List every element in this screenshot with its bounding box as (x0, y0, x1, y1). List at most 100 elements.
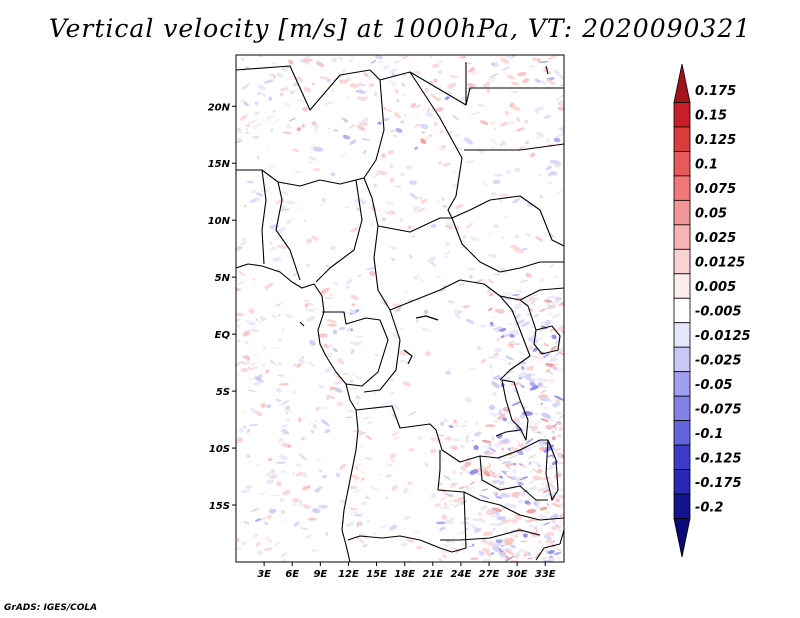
field-blob (524, 500, 531, 505)
field-blob (302, 485, 310, 491)
field-blob (494, 357, 501, 359)
field-blob (393, 134, 398, 138)
field-blob (311, 82, 315, 86)
field-blob (428, 134, 433, 137)
field-blob (528, 345, 533, 350)
field-blob (538, 540, 542, 544)
field-blob (382, 65, 390, 69)
field-blob (295, 463, 302, 467)
field-blob (448, 299, 451, 303)
field-blob (254, 101, 259, 106)
field-blob (445, 370, 452, 375)
lon-tick-label: 21E (422, 569, 443, 580)
field-blob (453, 470, 456, 474)
field-blob (236, 312, 245, 317)
field-blob (506, 465, 511, 470)
field-blob (540, 402, 544, 405)
field-blob (492, 392, 497, 396)
lake-tanganyika (501, 379, 529, 441)
field-blob (530, 325, 535, 328)
field-blob (361, 122, 365, 124)
field-blob (380, 524, 389, 529)
field-blob (521, 78, 530, 84)
field-blob (279, 208, 291, 212)
field-blob (438, 92, 442, 95)
field-blob (450, 482, 457, 485)
field-blob (237, 270, 246, 276)
field-blob (418, 435, 423, 441)
field-blob (455, 496, 465, 503)
field-blob (353, 514, 363, 517)
field-blob (350, 328, 353, 331)
field-blob (282, 191, 289, 195)
field-blob (368, 83, 375, 88)
field-blob (277, 314, 281, 317)
field-blob (488, 233, 492, 235)
field-blob (488, 307, 493, 311)
field-blob (528, 551, 531, 557)
field-blob (306, 302, 315, 306)
field-blob (352, 478, 359, 484)
field-blob (377, 121, 382, 125)
field-blob (360, 477, 365, 481)
field-blob (402, 55, 409, 59)
field-blob (341, 372, 351, 376)
field-blob (359, 444, 366, 449)
field-blob (306, 316, 316, 322)
field-blob (524, 438, 534, 445)
field-blob (323, 343, 328, 348)
field-blob (441, 514, 448, 520)
field-blob (507, 532, 517, 538)
field-blob (260, 403, 266, 408)
field-blob (366, 266, 377, 271)
field-blob (474, 472, 485, 475)
field-blob (530, 355, 541, 359)
field-blob (313, 423, 317, 429)
field-blob (320, 407, 327, 409)
border-north (236, 62, 467, 111)
field-blob (557, 106, 564, 111)
field-blob (268, 120, 276, 125)
field-blob (439, 421, 445, 426)
field-blob (318, 504, 328, 509)
lat-tick-label: 20N (208, 102, 231, 113)
field-blob (359, 87, 362, 91)
field-blob (255, 463, 262, 467)
field-blob (246, 180, 254, 184)
field-blob (532, 297, 539, 302)
field-blob (481, 547, 491, 552)
field-blob (435, 434, 446, 436)
field-blob (500, 335, 505, 339)
field-blob (348, 59, 354, 62)
field-blob (465, 318, 475, 324)
field-blob (444, 251, 451, 256)
field-blob (428, 80, 434, 84)
field-blob (557, 325, 564, 332)
field-blob (269, 240, 273, 245)
field-blob (481, 469, 486, 473)
field-blob (309, 339, 316, 346)
field-blob (319, 287, 330, 295)
field-blob (542, 489, 551, 493)
field-blob (414, 210, 417, 212)
field-blob (277, 244, 287, 249)
field-blob (240, 242, 247, 245)
field-blob (390, 257, 395, 262)
field-blob (408, 180, 417, 185)
field-blob (245, 360, 251, 365)
field-blob (344, 206, 350, 209)
field-blob (429, 448, 437, 454)
field-blob (275, 387, 283, 393)
field-blob (390, 403, 400, 411)
field-blob (349, 379, 354, 384)
field-blob (354, 340, 363, 347)
field-blob (478, 512, 482, 516)
field-blob (558, 75, 564, 81)
field-blob (453, 501, 462, 509)
field-blob (500, 551, 506, 555)
field-blob (248, 460, 252, 462)
field-blob (269, 128, 274, 133)
field-blob (497, 473, 502, 476)
map-axes: 20N 15N 10N 5N EQ 5S 10S 15S 3E 6E 9E 12E 15E 18E 21E 2… (208, 102, 556, 580)
field-blob (489, 523, 499, 526)
